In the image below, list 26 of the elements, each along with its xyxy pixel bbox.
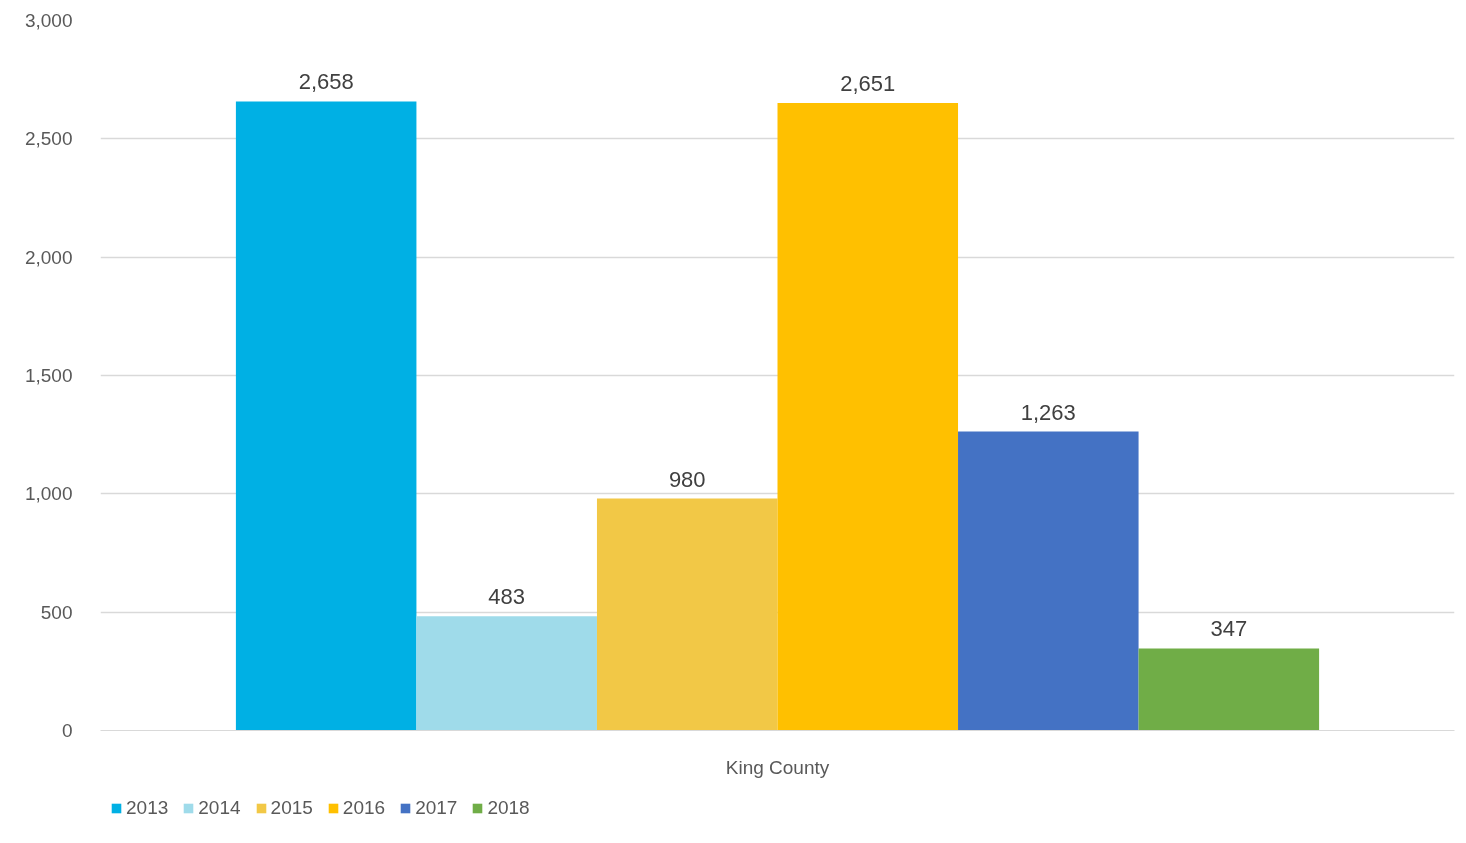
data-label: 980 [668, 466, 706, 492]
data-label: 2,651 [840, 71, 896, 97]
bar [596, 498, 778, 731]
bar [235, 101, 417, 731]
legend-label: 2018 [487, 796, 530, 819]
y-tick-label: 2,000 [24, 246, 73, 268]
data-label: 2,658 [298, 69, 354, 95]
legend-label: 2016 [342, 796, 386, 819]
y-tick-label: 2,500 [24, 128, 73, 150]
y-tick-label: 0 [61, 720, 73, 741]
legend-label: 2017 [415, 796, 458, 819]
y-tick-label: 500 [40, 601, 73, 623]
bar [958, 431, 1139, 731]
y-tick-label: 1,000 [24, 483, 73, 505]
y-tick-label: 1,500 [24, 365, 73, 386]
bar [1138, 648, 1320, 731]
y-tick-label: 3,000 [24, 10, 73, 31]
legend-label: 2015 [270, 796, 313, 819]
data-label: 347 [1210, 616, 1248, 642]
x-tick-label: King County [725, 756, 830, 778]
data-label: 483 [488, 584, 526, 610]
data-label: 1,263 [1020, 399, 1076, 425]
bar [416, 616, 597, 731]
bar [777, 103, 959, 731]
legend-label: 2014 [198, 796, 241, 819]
legend-label: 2013 [126, 796, 169, 819]
